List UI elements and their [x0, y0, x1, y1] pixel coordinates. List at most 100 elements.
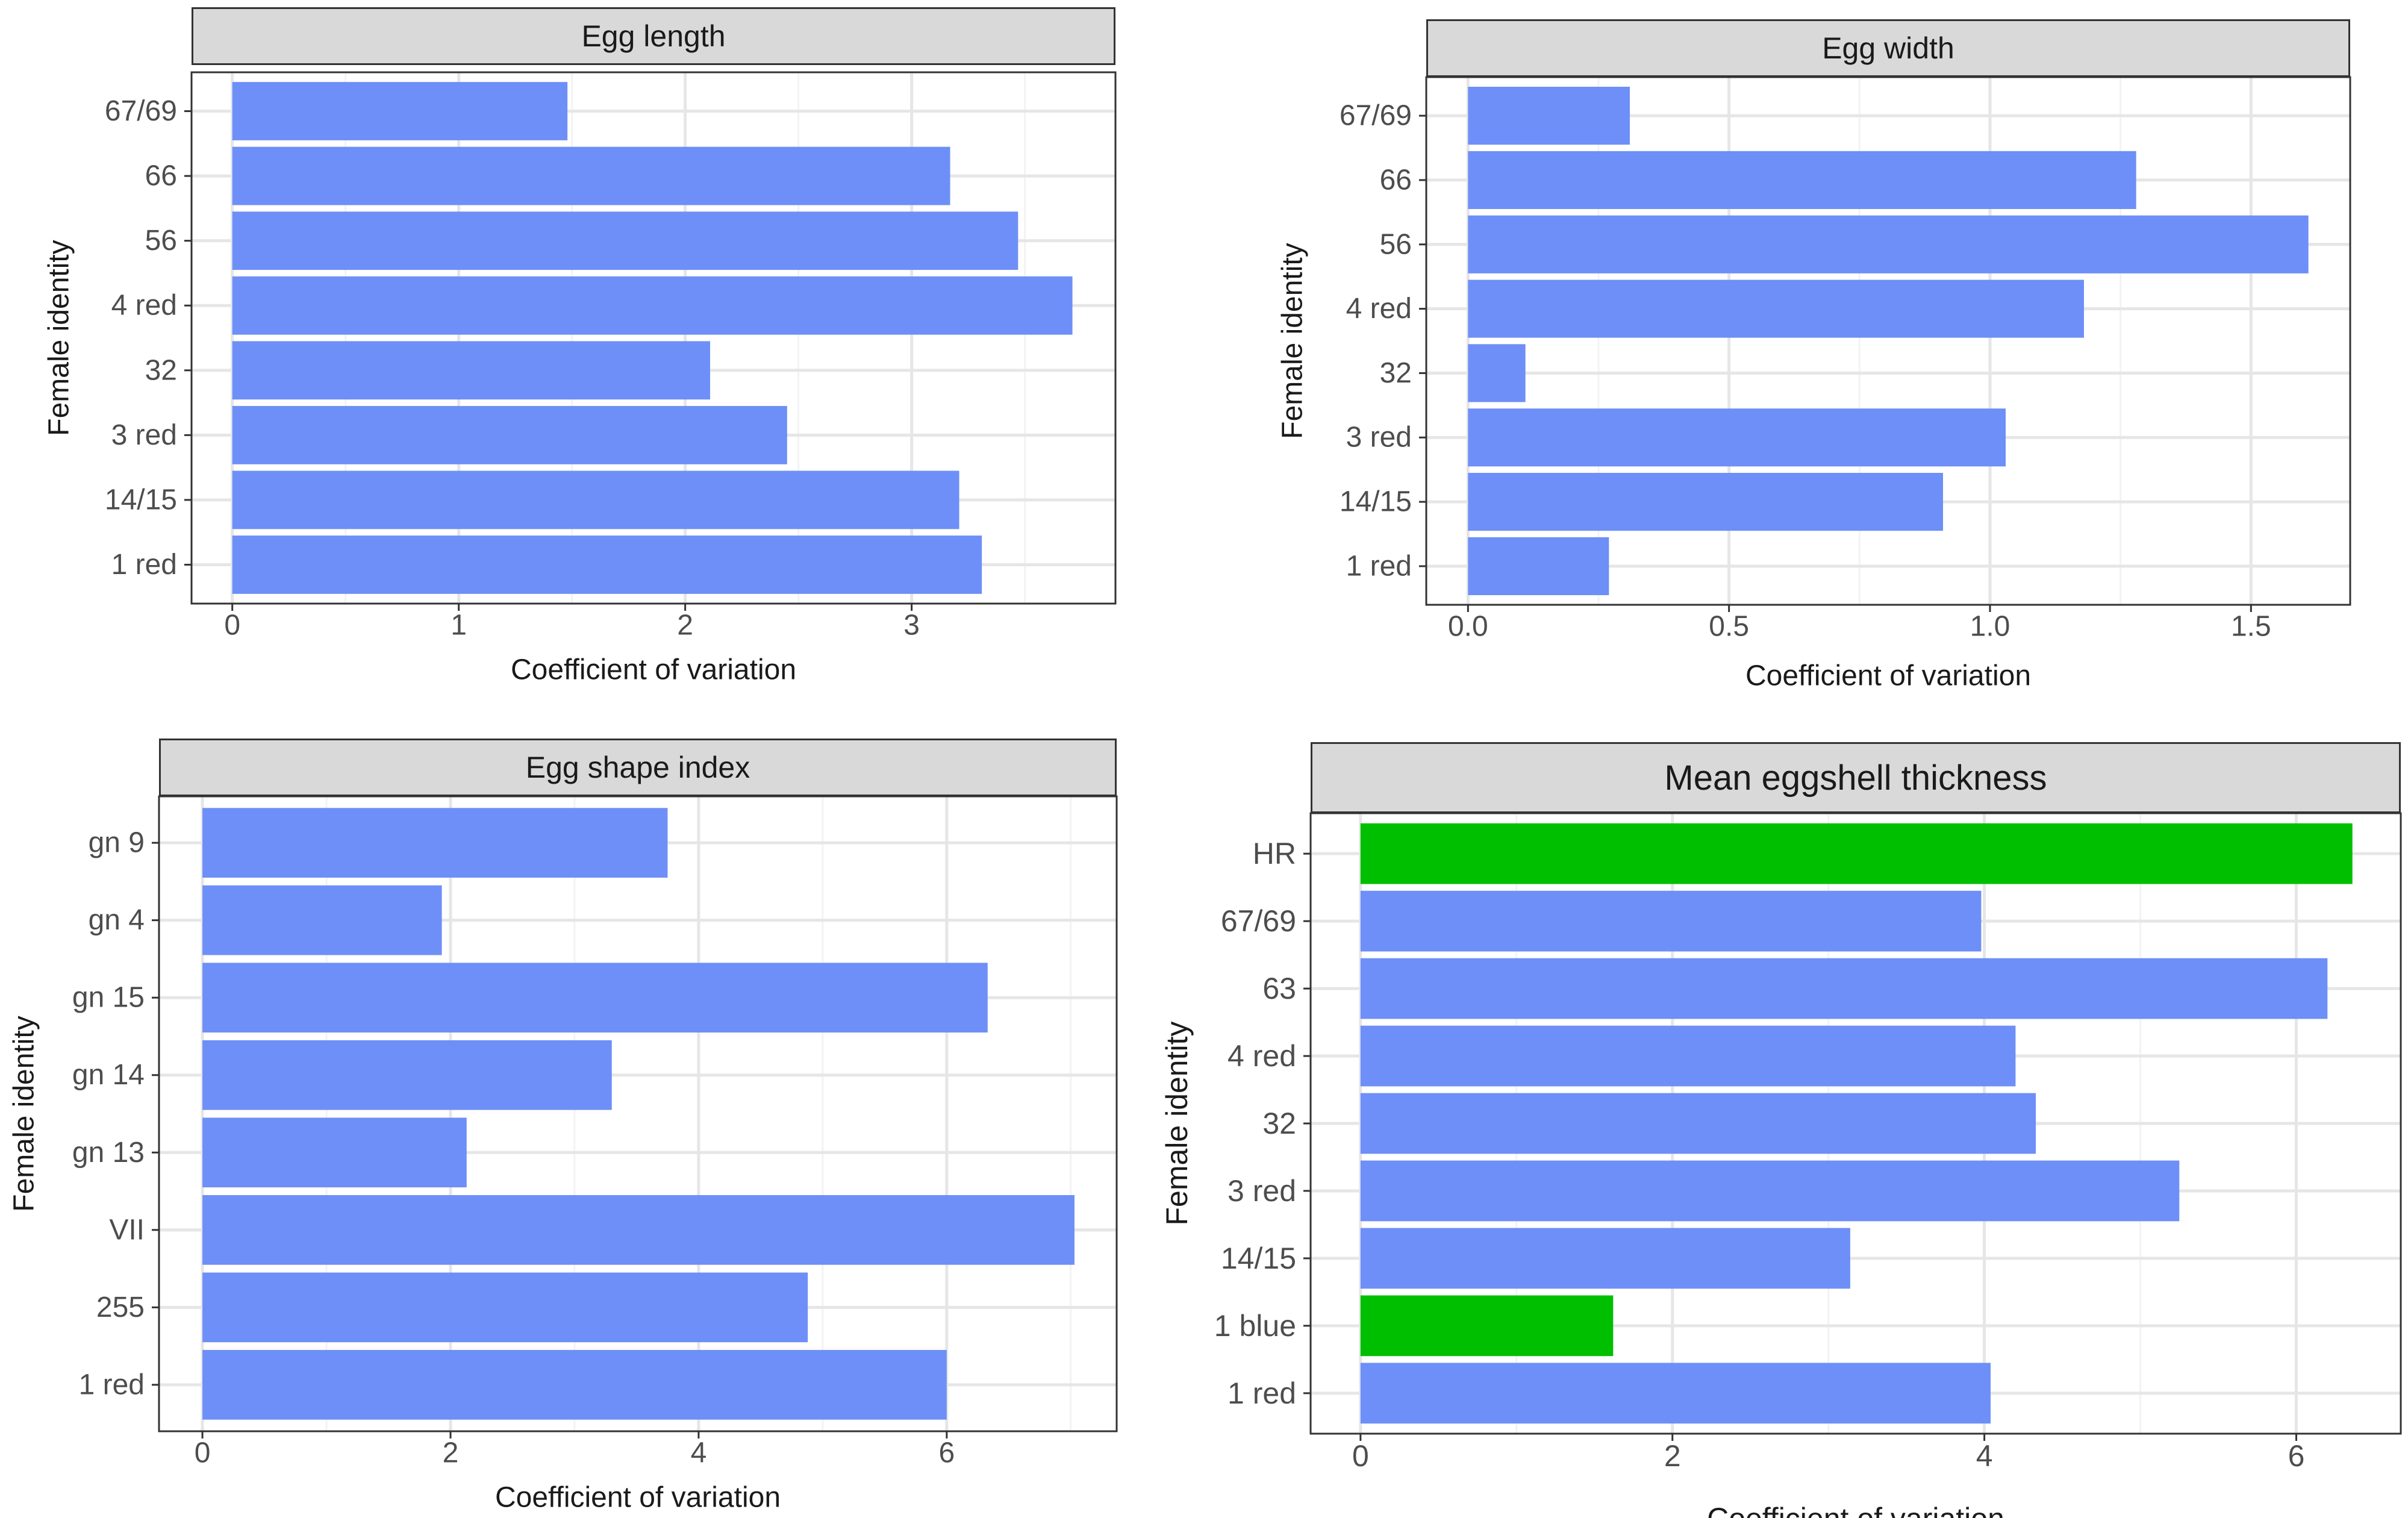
c2-bar-gn-13 [202, 1117, 467, 1188]
c1-bar-56 [1468, 215, 2309, 273]
c0-y-tick-label-67-69: 67/69 [105, 95, 177, 127]
c3-x-tick-label: 2 [1664, 1439, 1681, 1473]
c1-x-tick-label: 0.5 [1709, 611, 1749, 643]
c1-y-tick-label-1-red: 1 red [1346, 550, 1412, 582]
c2-bar-gn-9 [202, 808, 668, 878]
c1-y-axis-title: Female identity [1277, 243, 1309, 439]
c3-y-tick-label-67-69: 67/69 [1221, 904, 1296, 938]
c2-x-tick-label: 0 [195, 1437, 211, 1469]
strip-mean-eggshell-thickness: Mean eggshell thickness [1311, 742, 2401, 813]
c0-x-axis-title: Coefficient of variation [511, 654, 796, 686]
chart-title-egg-width: Egg width [1822, 31, 1954, 65]
c3-y-axis-title: Female identity [1160, 1021, 1194, 1225]
c1-bar-67-69 [1468, 87, 1630, 145]
c0-bar-4-red [232, 276, 1073, 335]
c2-bar-1-red [202, 1350, 947, 1420]
c2-x-tick-label: 6 [938, 1437, 955, 1469]
c1-bar-66 [1468, 151, 2136, 209]
c3-bar-hr [1360, 823, 2353, 884]
c1-bar-32 [1468, 344, 1526, 402]
c2-y-tick-label-gn-15: gn 15 [72, 982, 145, 1014]
c3-bar-32 [1360, 1093, 2036, 1154]
c0-x-tick-label: 3 [903, 610, 920, 642]
c3-y-tick-label-1-blue: 1 blue [1214, 1309, 1296, 1343]
c0-y-tick-label-4-red: 4 red [111, 290, 177, 322]
c0-bar-56 [232, 211, 1018, 270]
strip-egg-length: Egg length [192, 7, 1115, 65]
c2-x-axis-title: Coefficient of variation [495, 1482, 781, 1514]
c1-y-tick-label-56: 56 [1380, 228, 1412, 260]
c3-x-tick-label: 6 [2288, 1439, 2305, 1473]
c2-y-tick-label-gn-13: gn 13 [72, 1137, 145, 1169]
c3-bar-63 [1360, 958, 2328, 1019]
c1-y-tick-label-14-15: 14/15 [1340, 486, 1412, 518]
c3-y-tick-label-1-red: 1 red [1227, 1376, 1296, 1410]
c0-y-axis-title: Female identity [43, 240, 75, 436]
c0-panel-border [190, 71, 1117, 605]
c3-bar-14-15 [1360, 1228, 1850, 1289]
c2-bar-vii [202, 1195, 1075, 1265]
c0-bar-3-red [232, 405, 787, 464]
c1-x-tick-label: 1.0 [1970, 611, 2010, 643]
c3-bar-4-red [1360, 1025, 2016, 1087]
c0-y-tick-label-1-red: 1 red [111, 549, 177, 581]
c3-y-tick-label-63: 63 [1262, 972, 1296, 1005]
c0-bar-32 [232, 341, 710, 400]
c2-y-tick-label-gn-4: gn 4 [89, 904, 145, 936]
c2-bar-gn-15 [202, 963, 988, 1033]
c0-y-tick-label-3-red: 3 red [111, 419, 177, 451]
c3-y-tick-label-32: 32 [1262, 1107, 1296, 1140]
c0-x-tick-label: 2 [677, 610, 693, 642]
c2-y-tick-label-255: 255 [96, 1292, 145, 1323]
c1-y-tick-label-3-red: 3 red [1346, 422, 1412, 454]
c0-bar-67-69 [232, 82, 568, 140]
chart-title-egg-shape-index: Egg shape index [525, 751, 750, 784]
c1-bar-4-red [1468, 280, 2084, 338]
c1-bar-3-red [1468, 408, 2006, 467]
c0-x-tick-label: 1 [451, 610, 467, 642]
c0-bar-14-15 [232, 470, 959, 529]
c1-y-tick-label-67-69: 67/69 [1340, 100, 1412, 132]
c3-bar-1-red [1360, 1363, 1991, 1424]
c2-bar-gn-14 [202, 1040, 612, 1110]
c2-y-axis-title: Female identity [8, 1016, 40, 1211]
c3-y-tick-label-hr: HR [1253, 837, 1296, 870]
chart-title-mean-eggshell-thickness: Mean eggshell thickness [1664, 758, 2047, 798]
c2-bar-255 [202, 1272, 808, 1343]
c0-bar-1-red [232, 536, 982, 594]
c1-bar-14-15 [1468, 473, 1943, 531]
c3-bar-67-69 [1360, 890, 1982, 952]
c3-bar-3-red [1360, 1160, 2180, 1222]
c2-panel-border [158, 795, 1118, 1432]
chart-title-egg-length: Egg length [581, 19, 726, 53]
c3-x-tick-label: 4 [1976, 1439, 1993, 1473]
c2-x-tick-label: 2 [443, 1437, 459, 1469]
c0-y-tick-label-32: 32 [145, 354, 177, 386]
c1-panel-border [1425, 76, 2351, 606]
c3-bar-1-blue [1360, 1295, 1614, 1357]
c2-y-tick-label-vii: VII [109, 1214, 145, 1246]
c0-bar-66 [232, 146, 950, 205]
c1-x-tick-label: 0.0 [1448, 611, 1488, 643]
c0-y-tick-label-66: 66 [145, 160, 177, 192]
c0-x-tick-label: 0 [224, 610, 240, 642]
c0-y-tick-label-14-15: 14/15 [105, 484, 177, 516]
c2-bar-gn-4 [202, 885, 442, 955]
c3-x-axis-title: Coefficient of variation [1707, 1502, 2004, 1518]
c1-x-axis-title: Coefficient of variation [1745, 660, 2031, 692]
c1-x-tick-label: 1.5 [2231, 611, 2271, 643]
c3-y-tick-label-14-15: 14/15 [1221, 1242, 1296, 1275]
c1-y-tick-label-32: 32 [1380, 357, 1412, 389]
c1-y-tick-label-4-red: 4 red [1346, 293, 1412, 325]
c2-y-tick-label-gn-14: gn 14 [72, 1059, 145, 1091]
c2-y-tick-label-gn-9: gn 9 [89, 827, 145, 859]
c3-y-tick-label-3-red: 3 red [1227, 1174, 1296, 1208]
c1-bar-1-red [1468, 537, 1609, 595]
c3-y-tick-label-4-red: 4 red [1227, 1039, 1296, 1073]
c2-x-tick-label: 4 [691, 1437, 707, 1469]
c1-y-tick-label-66: 66 [1380, 164, 1412, 196]
